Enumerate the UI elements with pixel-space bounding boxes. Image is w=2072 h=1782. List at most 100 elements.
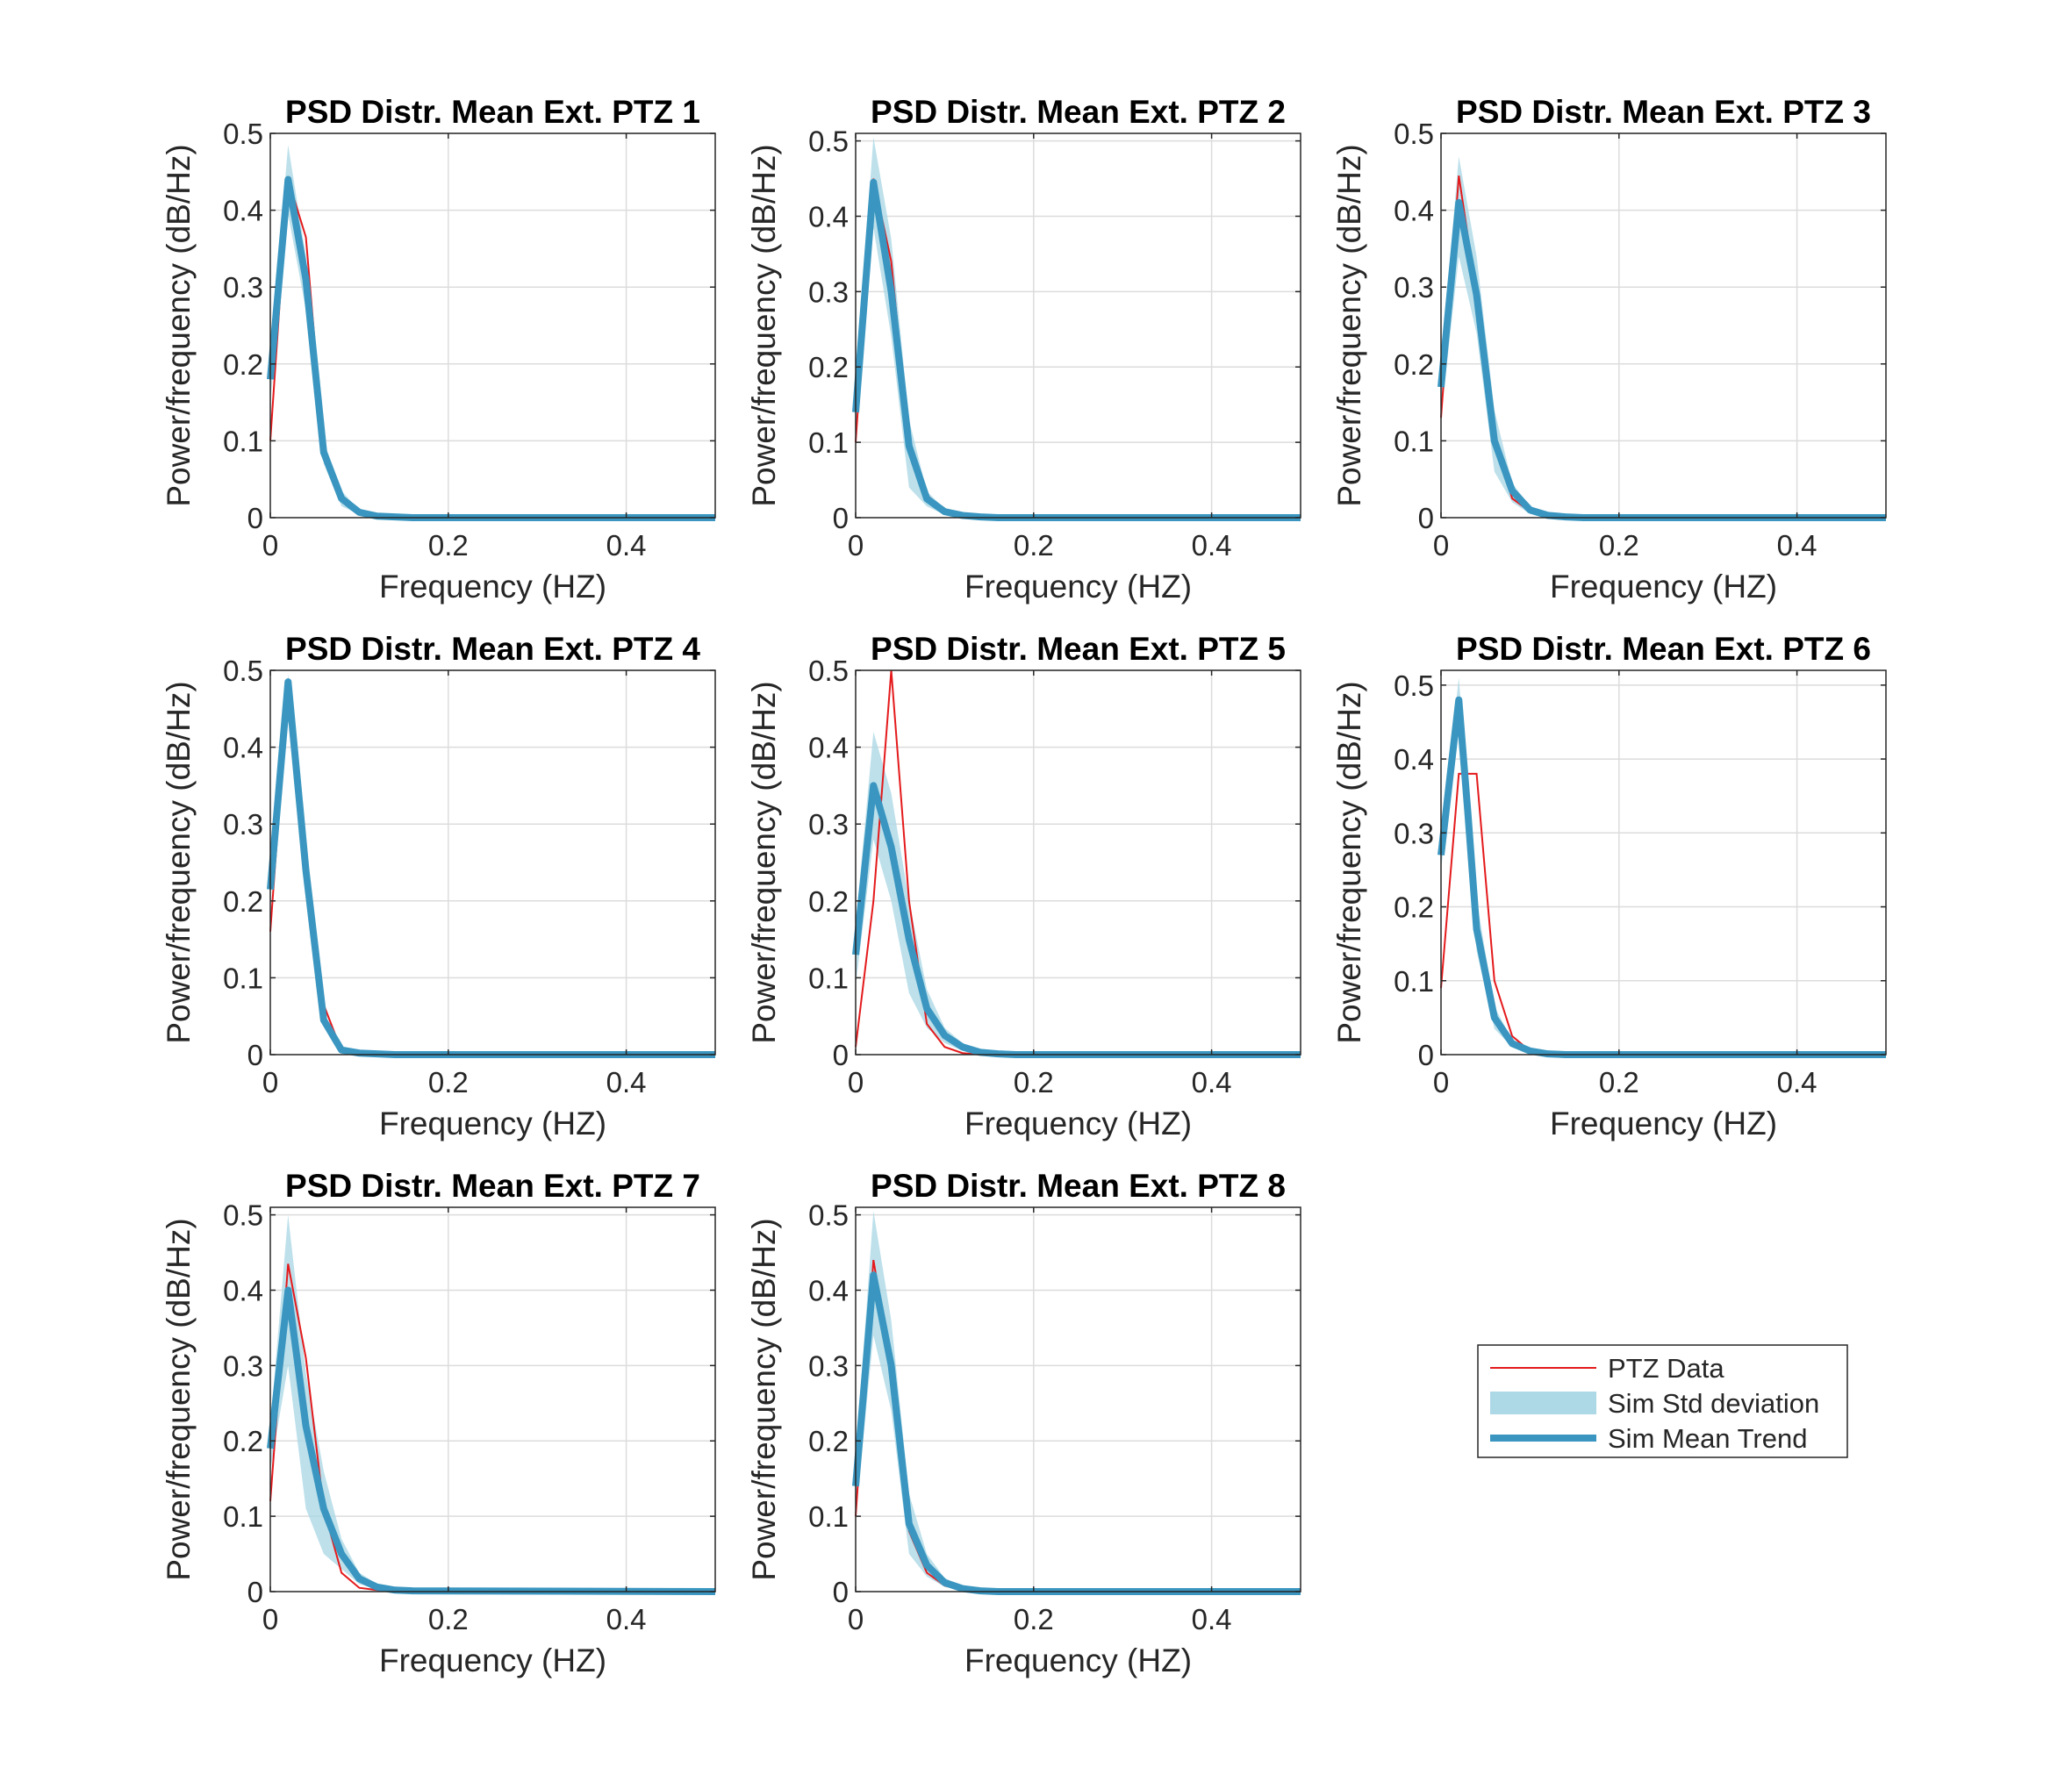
- subplot-title: PSD Distr. Mean Ext. PTZ 5: [871, 631, 1286, 667]
- x-tick-label: 0.4: [606, 1066, 647, 1099]
- y-tick-label: 0.3: [1394, 271, 1434, 304]
- y-tick-label: 0.5: [223, 1199, 263, 1232]
- legend-label: Sim Std deviation: [1608, 1388, 1819, 1419]
- axes-box: [855, 132, 1301, 519]
- x-axis-label: Frequency (HZ): [1550, 569, 1777, 605]
- y-tick-label: 0: [1418, 1039, 1434, 1071]
- x-axis-label: Frequency (HZ): [964, 1642, 1192, 1678]
- plot-area: [270, 670, 715, 1055]
- plot-area: [856, 1207, 1301, 1592]
- subplot-title: PSD Distr. Mean Ext. PTZ 6: [1456, 631, 1871, 667]
- y-tick-label: 0.1: [223, 1500, 263, 1533]
- y-axis-label: Power/frequency (dB/Hz): [1331, 144, 1367, 506]
- y-tick-label: 0.1: [808, 426, 849, 459]
- legend: PTZ Data Sim Std deviation Sim Mean Trend: [1477, 1344, 1848, 1458]
- y-tick-label: 0: [247, 1576, 263, 1608]
- y-tick-label: 0.5: [223, 655, 263, 687]
- y-tick-label: 0.1: [1394, 965, 1434, 998]
- plot-area: [1441, 670, 1886, 1055]
- y-tick-label: 0.2: [223, 348, 263, 381]
- y-tick-label: 0: [833, 1576, 849, 1608]
- subplot-grid: 0 0.2 0.4 0 0.1 0.2 0.3 0.4 0.5 Frequency (HZ) Pow…: [161, 94, 1887, 1678]
- subplot-ptz-7: 0 0.2 0.4 0 0.1 0.2 0.3 0.4 0.5 Frequency (HZ) Pow…: [161, 1168, 716, 1678]
- legend-label: Sim Mean Trend: [1608, 1423, 1807, 1454]
- y-tick-label: 0.1: [808, 962, 849, 994]
- x-tick-label: 0.4: [1777, 529, 1817, 562]
- x-axis-label: Frequency (HZ): [1550, 1106, 1777, 1141]
- y-tick-label: 0.1: [808, 1500, 849, 1533]
- x-tick-label: 0: [848, 1066, 864, 1099]
- x-tick-label: 0: [1433, 529, 1449, 562]
- x-tick-label: 0.2: [428, 1066, 469, 1099]
- x-tick-label: 0.2: [428, 1603, 469, 1635]
- y-tick-label: 0.4: [223, 195, 263, 227]
- y-axis-label: Power/frequency (dB/Hz): [746, 144, 782, 506]
- plot-area: [270, 133, 715, 518]
- y-axis-label: Power/frequency (dB/Hz): [161, 144, 197, 506]
- y-tick-label: 0.3: [808, 1349, 849, 1382]
- y-tick-label: 0.2: [223, 1425, 263, 1457]
- y-tick-label: 0.2: [223, 885, 263, 918]
- x-tick-label: 0.4: [1192, 1066, 1232, 1099]
- subplot-title: PSD Distr. Mean Ext. PTZ 8: [871, 1168, 1286, 1204]
- axes-box: [855, 1206, 1301, 1592]
- plot-area: [270, 1207, 715, 1592]
- subplot-ptz-4: 0 0.2 0.4 0 0.1 0.2 0.3 0.4 0.5 Frequency (HZ) Pow…: [161, 631, 716, 1141]
- subplot-title: PSD Distr. Mean Ext. PTZ 1: [285, 94, 700, 130]
- x-axis-label: Frequency (HZ): [379, 569, 606, 605]
- axes-box: [269, 132, 716, 519]
- subplot-title: PSD Distr. Mean Ext. PTZ 3: [1456, 94, 1871, 130]
- y-tick-label: 0.3: [223, 808, 263, 841]
- x-tick-label: 0.4: [1777, 1066, 1817, 1099]
- x-tick-label: 0.4: [1192, 529, 1232, 562]
- x-tick-label: 0.2: [428, 529, 469, 562]
- x-tick-label: 0.4: [606, 529, 647, 562]
- subplot-ptz-6: 0 0.2 0.4 0 0.1 0.2 0.3 0.4 0.5 Frequency (HZ) Pow…: [1331, 631, 1887, 1141]
- subplot-title: PSD Distr. Mean Ext. PTZ 4: [285, 631, 700, 667]
- y-tick-label: 0.2: [808, 885, 849, 918]
- y-tick-label: 0.3: [223, 271, 263, 304]
- x-tick-label: 0.2: [1014, 529, 1054, 562]
- x-tick-label: 0.2: [1014, 1066, 1054, 1099]
- plot-area: [1441, 133, 1886, 518]
- x-tick-label: 0: [1433, 1066, 1449, 1099]
- y-tick-label: 0.3: [808, 276, 849, 308]
- legend-swatch-sim-std: [1490, 1392, 1596, 1414]
- x-tick-label: 0: [262, 529, 278, 562]
- y-tick-label: 0.5: [223, 118, 263, 150]
- y-tick-label: 0.4: [808, 200, 849, 233]
- x-axis-label: Frequency (HZ): [379, 1642, 606, 1678]
- x-axis-label: Frequency (HZ): [964, 1106, 1192, 1141]
- plot-area: [856, 133, 1301, 518]
- y-tick-label: 0.1: [223, 962, 263, 994]
- y-tick-label: 0.4: [223, 732, 263, 764]
- y-tick-label: 0.5: [1394, 118, 1434, 150]
- subplot-title: PSD Distr. Mean Ext. PTZ 7: [285, 1168, 700, 1204]
- y-tick-label: 0.2: [808, 1425, 849, 1457]
- y-tick-label: 0.3: [223, 1349, 263, 1382]
- x-tick-label: 0.2: [1014, 1603, 1054, 1635]
- x-tick-label: 0.2: [1599, 1066, 1639, 1099]
- y-axis-label: Power/frequency (dB/Hz): [161, 1218, 197, 1580]
- y-tick-label: 0.4: [808, 732, 849, 764]
- x-tick-label: 0.4: [606, 1603, 647, 1635]
- axes-box: [269, 1206, 716, 1592]
- subplot-ptz-2: 0 0.2 0.4 0 0.1 0.2 0.3 0.4 0.5 Frequency (HZ) Pow…: [746, 94, 1301, 605]
- subplot-ptz-1: 0 0.2 0.4 0 0.1 0.2 0.3 0.4 0.5 Frequency (HZ) Pow…: [161, 94, 716, 605]
- y-tick-label: 0.4: [808, 1274, 849, 1306]
- subplot-title: PSD Distr. Mean Ext. PTZ 2: [871, 94, 1286, 130]
- y-tick-label: 0.1: [223, 425, 263, 457]
- y-tick-label: 0: [1418, 502, 1434, 534]
- y-tick-label: 0.4: [1394, 743, 1434, 776]
- y-tick-label: 0.2: [1394, 348, 1434, 381]
- x-tick-label: 0: [262, 1066, 278, 1099]
- y-tick-label: 0.5: [808, 1199, 849, 1232]
- y-tick-label: 0.1: [1394, 425, 1434, 457]
- x-tick-label: 0.4: [1192, 1603, 1232, 1635]
- series-sim-mean-line: [267, 1286, 716, 1595]
- y-tick-label: 0.5: [1394, 669, 1434, 702]
- y-axis-label: Power/frequency (dB/Hz): [746, 681, 782, 1043]
- axes-box: [855, 669, 1301, 1056]
- subplot-ptz-8: 0 0.2 0.4 0 0.1 0.2 0.3 0.4 0.5 Frequency (HZ) Pow…: [746, 1168, 1301, 1678]
